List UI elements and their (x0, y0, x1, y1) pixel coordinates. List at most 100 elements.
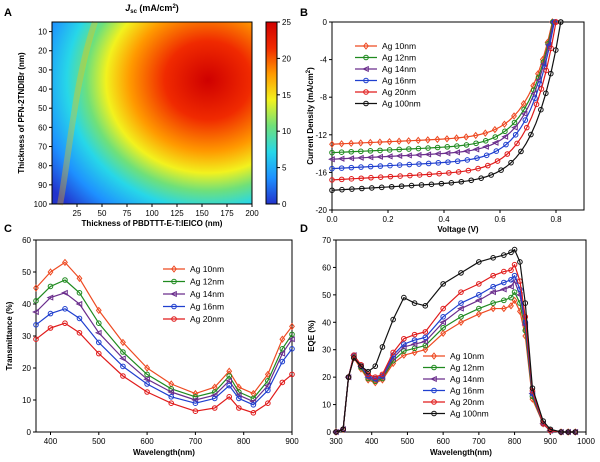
x-tick-label: 600 (436, 437, 450, 446)
jv-point (533, 101, 540, 108)
transmittance-point (46, 294, 54, 301)
jv-point (424, 136, 431, 144)
jv-point (414, 151, 422, 158)
transmittance-point (119, 355, 126, 362)
eqe-point (411, 337, 418, 343)
eqe-point (379, 344, 386, 350)
jv-point (348, 139, 355, 148)
jv-point (552, 47, 559, 53)
heatmap-y-label: Thickness of PFN-2TNDIBr (nm) (17, 52, 26, 174)
colorbar-tick-label: 15 (282, 91, 291, 100)
y-tick-label: 50 (22, 268, 31, 277)
jv-point (416, 161, 422, 167)
jv-point (482, 138, 489, 144)
eqe-point (351, 355, 357, 361)
jv-point (396, 146, 403, 153)
eqe-point (476, 292, 482, 298)
jv-point (338, 140, 345, 148)
jv-point (438, 180, 445, 187)
jv-point (483, 152, 490, 159)
legend-swatch-marker (431, 410, 437, 417)
jv-point (446, 170, 452, 176)
eqe-point (490, 272, 496, 279)
eqe-point (372, 363, 379, 369)
jv-point (388, 183, 395, 190)
jv-point (338, 176, 345, 183)
legend-swatch-marker (363, 100, 369, 107)
transmittance-series-line (35, 308, 293, 406)
jv-point (503, 141, 509, 148)
jv-point (528, 131, 534, 138)
colorbar-tick-label: 10 (282, 127, 291, 136)
eqe-point (540, 418, 546, 424)
jv-point (444, 144, 451, 150)
transmittance-point (47, 268, 54, 276)
x-tick-label: 150 (195, 209, 209, 218)
transmittance-point (168, 400, 175, 407)
jv-point (338, 165, 345, 171)
eqe-point (345, 374, 352, 380)
transmittance-point (76, 315, 83, 322)
legend-swatch-marker (430, 375, 437, 383)
eqe-point (490, 255, 496, 261)
jv-point (465, 167, 472, 174)
legend-entry: Ag 100nm (382, 99, 421, 109)
transmittance-point (289, 322, 295, 331)
jv-point (337, 155, 345, 162)
colorbar (266, 22, 277, 204)
transmittance-point (33, 284, 39, 292)
transmittance-point (226, 382, 233, 389)
y-tick-label: 100 (34, 200, 48, 209)
y-tick-label: 70 (322, 236, 331, 245)
y-tick-label: -16 (315, 168, 327, 177)
jv-point (387, 173, 394, 180)
jv-point (482, 143, 489, 150)
x-tick-label: 75 (123, 209, 132, 218)
jv-point (448, 179, 455, 186)
jv-point (358, 148, 364, 155)
jv-point (454, 158, 461, 165)
transmittance-point (168, 394, 175, 400)
x-tick-label: 50 (98, 209, 107, 218)
jv-point (329, 149, 335, 156)
transmittance-point (95, 306, 102, 315)
y-tick-label: -8 (320, 93, 328, 102)
heatmap-x-ticks: 25 50 75 100 125 150 175 200 (73, 204, 259, 218)
eqe-point (458, 318, 464, 326)
jv-series-line (331, 21, 562, 191)
jv-point (485, 162, 491, 169)
jv-point (444, 135, 450, 143)
eqe-series-line (335, 249, 576, 433)
eqe-point (565, 429, 571, 435)
eqe-point (490, 283, 496, 290)
jv-point (508, 159, 514, 166)
jv-point (443, 150, 451, 157)
transmittance-point (250, 410, 257, 416)
jv-point (532, 95, 538, 102)
eqe-point (508, 249, 514, 256)
transmittance-point (61, 289, 68, 296)
colorbar-ticks: 0 5 10 15 20 25 (277, 18, 291, 209)
transmittance-x-label: Wavelength(nm) (133, 448, 195, 457)
transmittance-point (62, 258, 68, 267)
x-tick-label: 1000 (577, 437, 595, 446)
transmittance-point (62, 320, 68, 327)
jv-point (368, 174, 374, 181)
legend-entry: Ag 12nm (450, 363, 484, 373)
eqe-point (476, 259, 482, 265)
jv-point (454, 143, 460, 149)
eqe-point (547, 426, 554, 433)
eqe-point (401, 294, 407, 301)
legend-entry: Ag 14nm (190, 289, 224, 299)
x-tick-label: 800 (508, 437, 522, 446)
y-tick-label: 30 (38, 66, 47, 75)
transmittance-point (33, 298, 39, 304)
jv-point (408, 182, 415, 189)
jv-point (494, 158, 501, 164)
jv-point (406, 161, 413, 168)
jv-point (405, 152, 412, 159)
jv-point (543, 67, 550, 74)
jv-point (386, 137, 393, 146)
transmittance-point (62, 306, 68, 312)
jv-point (520, 110, 528, 117)
